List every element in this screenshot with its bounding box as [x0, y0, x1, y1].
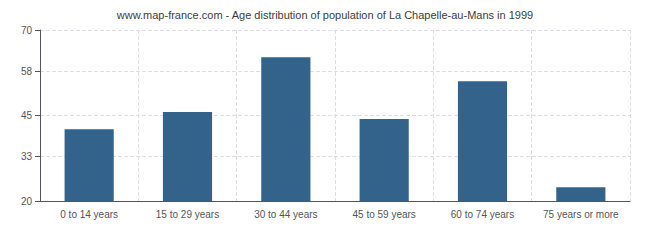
- svg-text:45 to 59 years: 45 to 59 years: [352, 209, 415, 220]
- svg-text:0 to 14 years: 0 to 14 years: [60, 209, 118, 220]
- svg-text:58: 58: [21, 66, 33, 77]
- svg-text:www.map-france.com - Age distr: www.map-france.com - Age distribution of…: [116, 9, 533, 21]
- svg-text:60 to 74 years: 60 to 74 years: [451, 209, 514, 220]
- svg-text:15 to 29 years: 15 to 29 years: [156, 209, 219, 220]
- svg-text:70: 70: [21, 25, 33, 36]
- svg-text:45: 45: [21, 110, 33, 121]
- svg-text:20: 20: [21, 196, 33, 207]
- svg-text:30 to 44 years: 30 to 44 years: [254, 209, 317, 220]
- svg-text:75 years or more: 75 years or more: [543, 209, 619, 220]
- svg-text:33: 33: [21, 151, 33, 162]
